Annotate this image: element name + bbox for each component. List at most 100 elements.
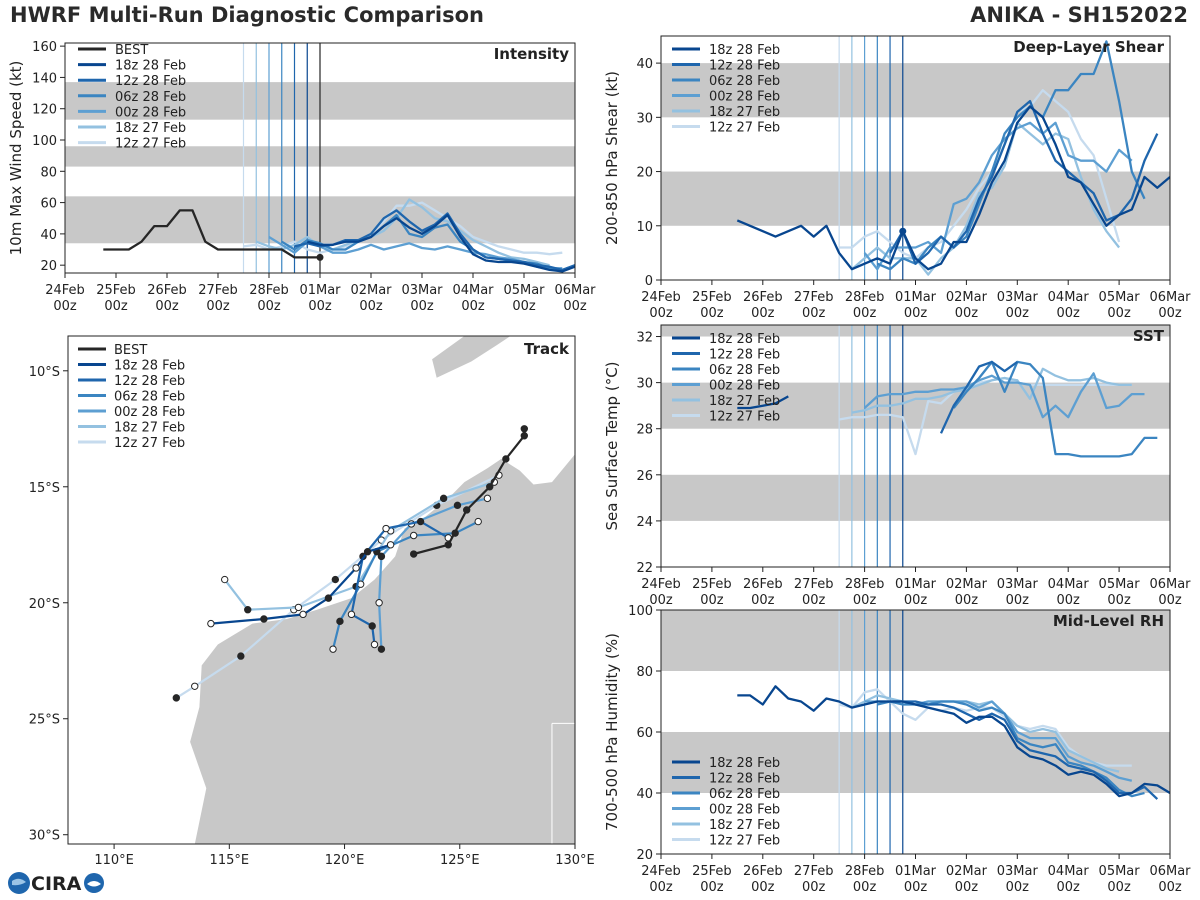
series-line: [863, 372, 1145, 419]
cira-logo: CIRA: [8, 872, 104, 895]
y-tick-label: 30: [636, 111, 653, 126]
track-point: [439, 494, 448, 503]
legend-entry: 12z 28 Feb: [115, 74, 186, 89]
series-line: [939, 360, 1018, 434]
legend-entry: 06z 28 Feb: [709, 74, 780, 89]
track-point: [363, 548, 372, 556]
y-tick-label: 20: [636, 848, 653, 863]
series-line: [851, 367, 1132, 414]
x-tick-label: 00z: [1158, 593, 1182, 608]
threshold-band: [661, 171, 1170, 226]
track-point: [502, 455, 510, 463]
x-tick-label: 05Mar: [1099, 577, 1141, 592]
track-point: [377, 645, 386, 653]
x-tick-label: 00z: [53, 299, 77, 314]
x-tick-label: 01Mar: [895, 864, 937, 879]
x-tick-label: 00z: [1057, 306, 1081, 321]
x-tick-label: 03Mar: [997, 290, 1039, 305]
y-axis-label: Sea Surface Temp (°C): [603, 361, 621, 530]
x-tick-label: 06Mar: [1149, 577, 1191, 592]
track-point: [299, 610, 307, 619]
threshold-band: [661, 474, 1170, 521]
track-point: [409, 550, 418, 558]
track-point: [244, 606, 252, 614]
x-tick-label: 03Mar: [997, 864, 1039, 879]
x-tick-label: 00z: [1006, 593, 1030, 608]
track-point: [347, 610, 356, 619]
x-tick-label: 00z: [649, 306, 673, 321]
y-tick-label: 120: [32, 103, 57, 118]
threshold-band: [661, 325, 1170, 337]
lon-tick-label: 120°E: [325, 853, 365, 868]
legend-entry: 18z 27 Feb: [114, 421, 185, 436]
legend-entry: 06z 28 Feb: [115, 90, 186, 105]
x-tick-label: 28Feb: [845, 864, 885, 879]
x-tick-label: 00z: [1107, 306, 1131, 321]
track-point: [336, 617, 344, 626]
x-tick-label: 00z: [104, 299, 128, 314]
x-tick-label: 00z: [1057, 880, 1081, 895]
x-tick-label: 00z: [955, 880, 979, 895]
legend-entry: 12z 27 Feb: [114, 436, 185, 451]
x-tick-label: 02Mar: [350, 283, 392, 298]
legend-entry: 06z 28 Feb: [709, 787, 780, 802]
series-line: [839, 89, 1121, 260]
track-point: [386, 541, 395, 549]
legend-entry: 18z 27 Feb: [709, 105, 780, 120]
panel-title: Mid-Level RH: [1053, 612, 1164, 630]
x-tick-label: 26Feb: [743, 864, 783, 879]
intensity-chart: 2040608010012014016024Feb00z25Feb00z26Fe…: [7, 40, 596, 314]
track-point: [520, 432, 528, 440]
x-tick-label: 00z: [155, 299, 179, 314]
x-tick-label: 25Feb: [692, 577, 732, 592]
x-tick-label: 00z: [853, 306, 877, 321]
x-tick-label: 25Feb: [692, 290, 732, 305]
y-tick-label: 20: [636, 166, 653, 181]
plot-area: [661, 325, 1170, 567]
legend-entry: 06z 28 Feb: [114, 390, 185, 405]
x-tick-label: 00z: [359, 299, 383, 314]
series-line: [103, 209, 320, 259]
threshold-band: [661, 63, 1170, 118]
legend-entry: 18z 28 Feb: [114, 359, 185, 374]
y-tick-label: 26: [636, 469, 653, 484]
deep-layer-shear-chart: 01020304024Feb00z25Feb00z26Feb00z27Feb00…: [603, 35, 1191, 321]
track-point: [324, 594, 333, 602]
x-tick-label: 00z: [904, 593, 928, 608]
legend-entry: 18z 28 Feb: [115, 59, 186, 74]
track-point: [207, 619, 215, 628]
track-point: [370, 640, 379, 649]
panel-title: Track: [524, 340, 570, 358]
x-tick-label: 05Mar: [1099, 290, 1141, 305]
x-tick-label: 00z: [751, 880, 775, 895]
x-tick-label: 00z: [1107, 593, 1131, 608]
x-tick-label: 00z: [853, 593, 877, 608]
track-point: [416, 517, 425, 526]
track-point: [483, 494, 492, 503]
x-tick-label: 26Feb: [147, 283, 187, 298]
series-line: [890, 700, 1159, 800]
map-frame: [67, 335, 576, 845]
lon-tick-label: 130°E: [555, 853, 595, 868]
legend-entry: BEST: [114, 343, 147, 358]
lon-tick-label: 110°E: [94, 853, 134, 868]
track-point: [260, 615, 268, 623]
x-tick-label: 02Mar: [946, 577, 988, 592]
map-area: [172, 336, 575, 844]
x-tick-label: 01Mar: [299, 283, 341, 298]
lon-tick-label: 125°E: [440, 853, 480, 868]
plot-area: [661, 36, 1170, 280]
x-tick-label: 27Feb: [794, 864, 834, 879]
x-tick-label: 24Feb: [45, 283, 85, 298]
track-point: [520, 425, 528, 433]
track-point: [382, 524, 390, 533]
track-point: [331, 575, 340, 584]
x-tick-label: 24Feb: [641, 577, 681, 592]
lat-tick-label: 30°S: [29, 829, 60, 844]
y-tick-label: 24: [636, 515, 653, 530]
track-point: [294, 603, 303, 612]
series-line: [736, 105, 1170, 271]
series-line: [737, 395, 789, 410]
x-tick-label: 00z: [206, 299, 230, 314]
x-tick-label: 00z: [649, 593, 673, 608]
